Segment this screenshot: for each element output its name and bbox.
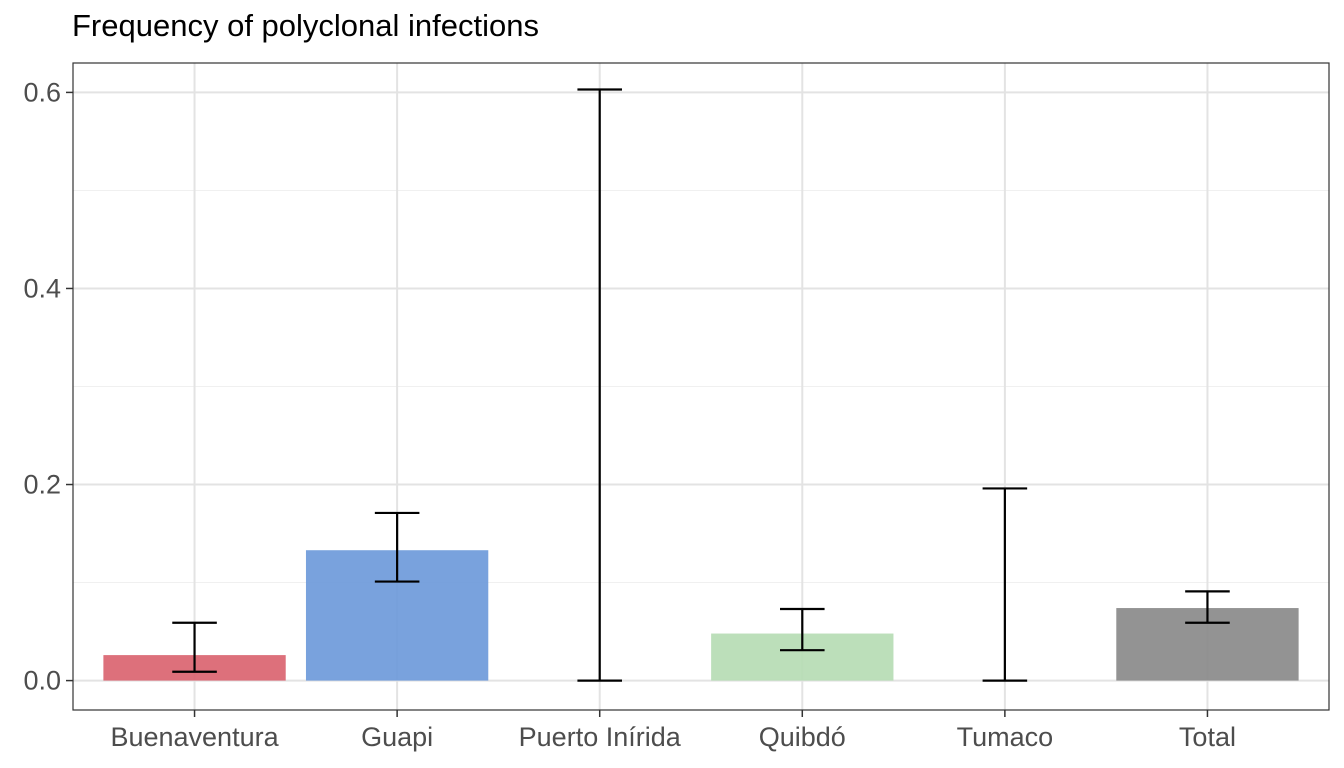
panel-border xyxy=(72,62,1330,711)
error-bar xyxy=(577,88,622,682)
error-bar xyxy=(172,621,217,673)
y-tick-label: 0.2 xyxy=(23,470,61,500)
error-bar xyxy=(1185,590,1230,624)
axes: 0.0 0.2 0.4 0.6 Buenaventura Guapi Puerto Inír… xyxy=(23,77,1236,752)
x-tick-label: Guapi xyxy=(361,722,433,752)
x-tick-label: Tumaco xyxy=(957,722,1054,752)
error-bar xyxy=(374,511,420,583)
y-tick-label: 0.0 xyxy=(23,666,61,696)
error-bar xyxy=(982,487,1028,682)
grid-lines xyxy=(73,63,1329,710)
x-tick-label: Total xyxy=(1179,722,1236,752)
y-tick-label: 0.4 xyxy=(23,273,61,303)
chart-title: Frequency of polyclonal infections xyxy=(72,8,539,43)
y-tick-label: 0.6 xyxy=(23,77,61,107)
x-tick-label: Puerto Inírida xyxy=(519,722,682,752)
error-bar xyxy=(780,607,825,652)
error-bars xyxy=(172,88,1230,682)
x-tick-label: Buenaventura xyxy=(110,722,279,752)
x-tick-label: Quibdó xyxy=(759,722,846,752)
